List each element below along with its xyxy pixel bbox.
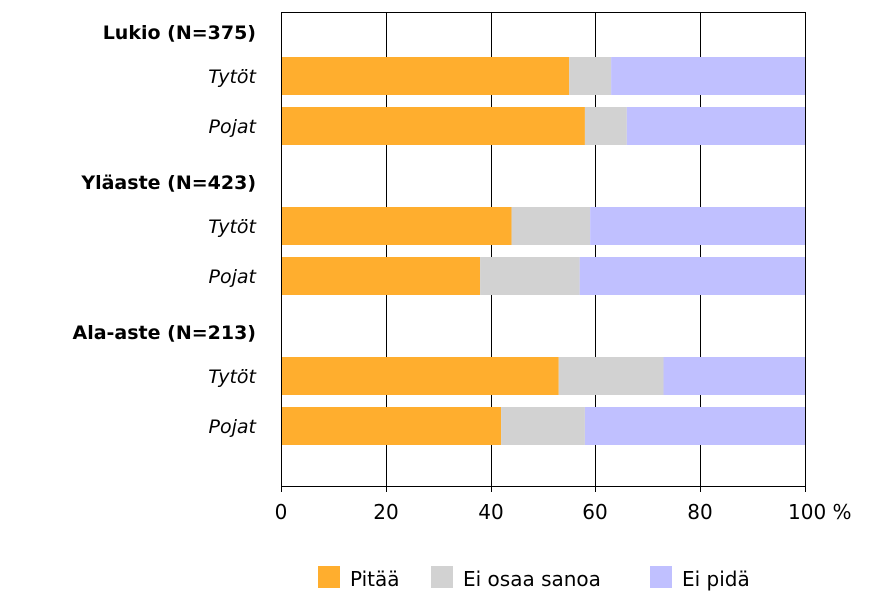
bar-segment-ei-osaa-sanoa [501,407,585,445]
row-label: Tytöt [208,216,257,238]
legend-swatch [318,566,340,588]
bar-segment-pit- [281,357,559,395]
bar-segment-ei-pid- [611,57,805,95]
row-label: Pojat [209,116,258,138]
bar-segment-pit- [281,257,481,295]
row-label: Tytöt [208,66,257,88]
x-axis-ticks: 0 20 40 60 80 100 % [275,486,852,524]
group-label: Lukio (N=375) [103,22,256,44]
group-label: Ala-aste (N=213) [73,322,257,344]
row-label: Pojat [209,266,258,288]
legend-label: Ei osaa sanoa [463,567,601,591]
x-tick-label: 0 [275,500,288,524]
legend: Pitää Ei osaa sanoa Ei pidä [318,566,750,591]
plot-area [281,12,806,487]
bar-segment-pit- [281,57,570,95]
group-label: Yläaste (N=423) [80,172,256,194]
legend-swatch [650,566,672,588]
bar-segment-pit- [281,207,512,245]
bar-segment-pit- [281,407,502,445]
bar-segment-ei-pid- [663,357,805,395]
bar-segment-ei-osaa-sanoa [558,357,664,395]
bar-segment-ei-pid- [579,257,805,295]
row-label: Pojat [209,416,258,438]
bar-segment-ei-pid- [584,407,805,445]
bars [281,57,805,445]
bar-segment-ei-osaa-sanoa [569,57,612,95]
bar-segment-ei-pid- [590,207,805,245]
bar-segment-pit- [281,107,585,145]
row-label: Tytöt [208,366,257,388]
legend-label: Pitää [350,567,400,591]
bar-segment-ei-osaa-sanoa [511,207,591,245]
legend-swatch [431,566,453,588]
category-labels: Lukio (N=375) Tytöt Pojat Yläaste (N=423) Ty… [73,22,258,438]
x-tick-label: 80 [687,500,712,524]
bar-segment-ei-pid- [626,107,805,145]
x-tick-label: 40 [478,500,503,524]
bar-segment-ei-osaa-sanoa [480,257,580,295]
legend-label: Ei pidä [682,567,750,591]
x-tick-label: 20 [373,500,398,524]
x-tick-label: 100 % [788,500,852,524]
x-tick-label: 60 [582,500,607,524]
bar-segment-ei-osaa-sanoa [584,107,627,145]
